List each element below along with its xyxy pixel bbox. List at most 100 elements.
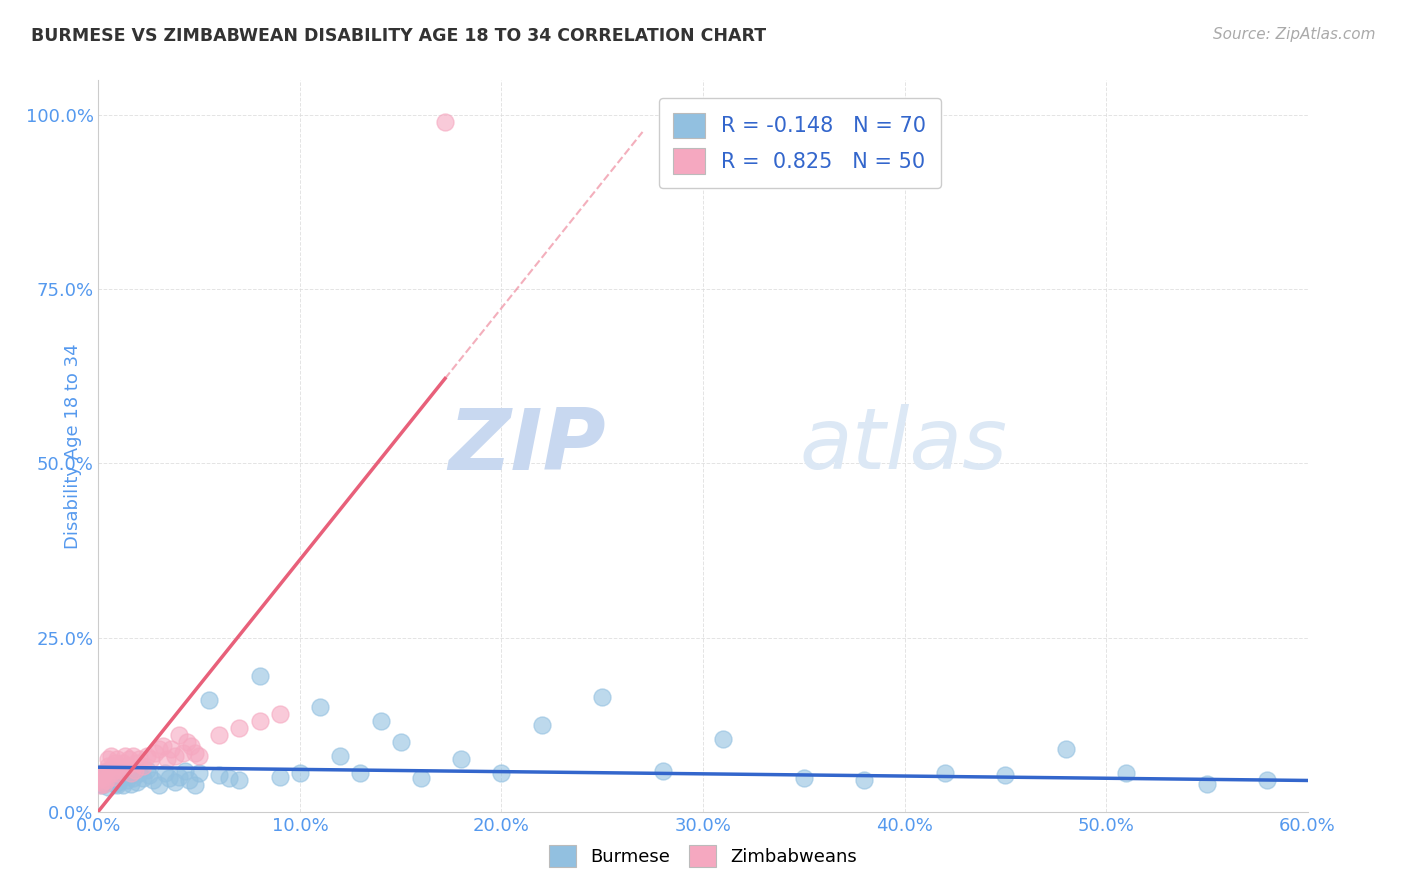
Y-axis label: Disability Age 18 to 34: Disability Age 18 to 34 xyxy=(63,343,82,549)
Point xyxy=(120,777,142,791)
Point xyxy=(167,770,190,784)
Point xyxy=(591,690,613,704)
Point xyxy=(1195,777,1218,791)
Point xyxy=(100,766,122,780)
Point xyxy=(124,763,146,777)
Legend: Burmese, Zimbabweans: Burmese, Zimbabweans xyxy=(541,838,865,874)
Point xyxy=(115,759,138,773)
Point xyxy=(153,766,176,780)
Point xyxy=(96,775,118,789)
Point xyxy=(96,773,118,788)
Point xyxy=(101,773,124,788)
Point xyxy=(152,739,174,753)
Point xyxy=(530,717,553,731)
Point xyxy=(228,773,250,788)
Point xyxy=(105,778,128,792)
Point xyxy=(101,766,124,780)
Point xyxy=(157,772,180,786)
Point xyxy=(118,752,141,766)
Point xyxy=(1256,773,1278,788)
Point xyxy=(96,764,118,779)
Point xyxy=(249,669,271,683)
Text: BURMESE VS ZIMBABWEAN DISABILITY AGE 18 TO 34 CORRELATION CHART: BURMESE VS ZIMBABWEAN DISABILITY AGE 18 … xyxy=(31,27,766,45)
Point xyxy=(107,759,129,773)
Point xyxy=(107,775,129,789)
Point xyxy=(87,773,110,788)
Point xyxy=(87,773,110,788)
Point xyxy=(269,707,291,722)
Point xyxy=(208,728,231,742)
Point xyxy=(97,752,120,766)
Point xyxy=(105,772,128,786)
Point xyxy=(91,775,114,789)
Point xyxy=(172,746,194,760)
Point xyxy=(156,752,179,766)
Point xyxy=(97,780,120,795)
Point xyxy=(91,772,114,786)
Point xyxy=(1115,766,1137,780)
Point xyxy=(115,773,138,788)
Point xyxy=(93,772,115,786)
Point xyxy=(101,759,124,773)
Point xyxy=(176,735,198,749)
Point xyxy=(228,721,250,735)
Point xyxy=(97,759,120,773)
Point xyxy=(174,764,197,779)
Point xyxy=(93,777,115,791)
Point xyxy=(198,693,221,707)
Point xyxy=(184,778,207,792)
Point xyxy=(120,766,142,780)
Point xyxy=(491,766,513,780)
Point xyxy=(128,766,150,780)
Point xyxy=(994,768,1017,782)
Point xyxy=(139,752,162,766)
Point xyxy=(218,772,240,786)
Point xyxy=(105,766,128,780)
Point xyxy=(135,749,157,764)
Point xyxy=(163,775,186,789)
Point xyxy=(135,763,157,777)
Point xyxy=(853,773,876,788)
Point xyxy=(180,739,202,753)
Point xyxy=(269,770,291,784)
Point xyxy=(107,766,129,780)
Point xyxy=(93,766,115,780)
Point xyxy=(128,752,150,766)
Point xyxy=(114,749,136,764)
Legend: R = -0.148   N = 70, R =  0.825   N = 50: R = -0.148 N = 70, R = 0.825 N = 50 xyxy=(658,98,941,188)
Point xyxy=(103,756,125,770)
Point xyxy=(160,742,183,756)
Point xyxy=(89,778,111,792)
Point xyxy=(125,756,148,770)
Point xyxy=(370,714,392,728)
Point xyxy=(124,764,146,779)
Point xyxy=(100,772,122,786)
Point xyxy=(793,772,815,786)
Point xyxy=(114,766,136,780)
Point xyxy=(208,768,231,782)
Point xyxy=(101,770,124,784)
Point xyxy=(309,700,332,714)
Point xyxy=(434,115,457,129)
Point xyxy=(121,749,143,764)
Point xyxy=(651,764,673,779)
Point xyxy=(103,768,125,782)
Point xyxy=(188,749,211,764)
Point xyxy=(110,770,132,784)
Text: atlas: atlas xyxy=(800,404,1008,488)
Point xyxy=(188,766,211,780)
Point xyxy=(1054,742,1077,756)
Point xyxy=(110,763,132,777)
Point xyxy=(89,777,111,791)
Point xyxy=(167,728,190,742)
Point xyxy=(179,773,201,788)
Text: Source: ZipAtlas.com: Source: ZipAtlas.com xyxy=(1212,27,1375,42)
Point xyxy=(148,778,170,792)
Point xyxy=(349,766,371,780)
Text: ZIP: ZIP xyxy=(449,404,606,488)
Point xyxy=(100,763,122,777)
Point xyxy=(143,746,166,760)
Point xyxy=(91,778,114,792)
Point xyxy=(934,766,956,780)
Point xyxy=(409,772,432,786)
